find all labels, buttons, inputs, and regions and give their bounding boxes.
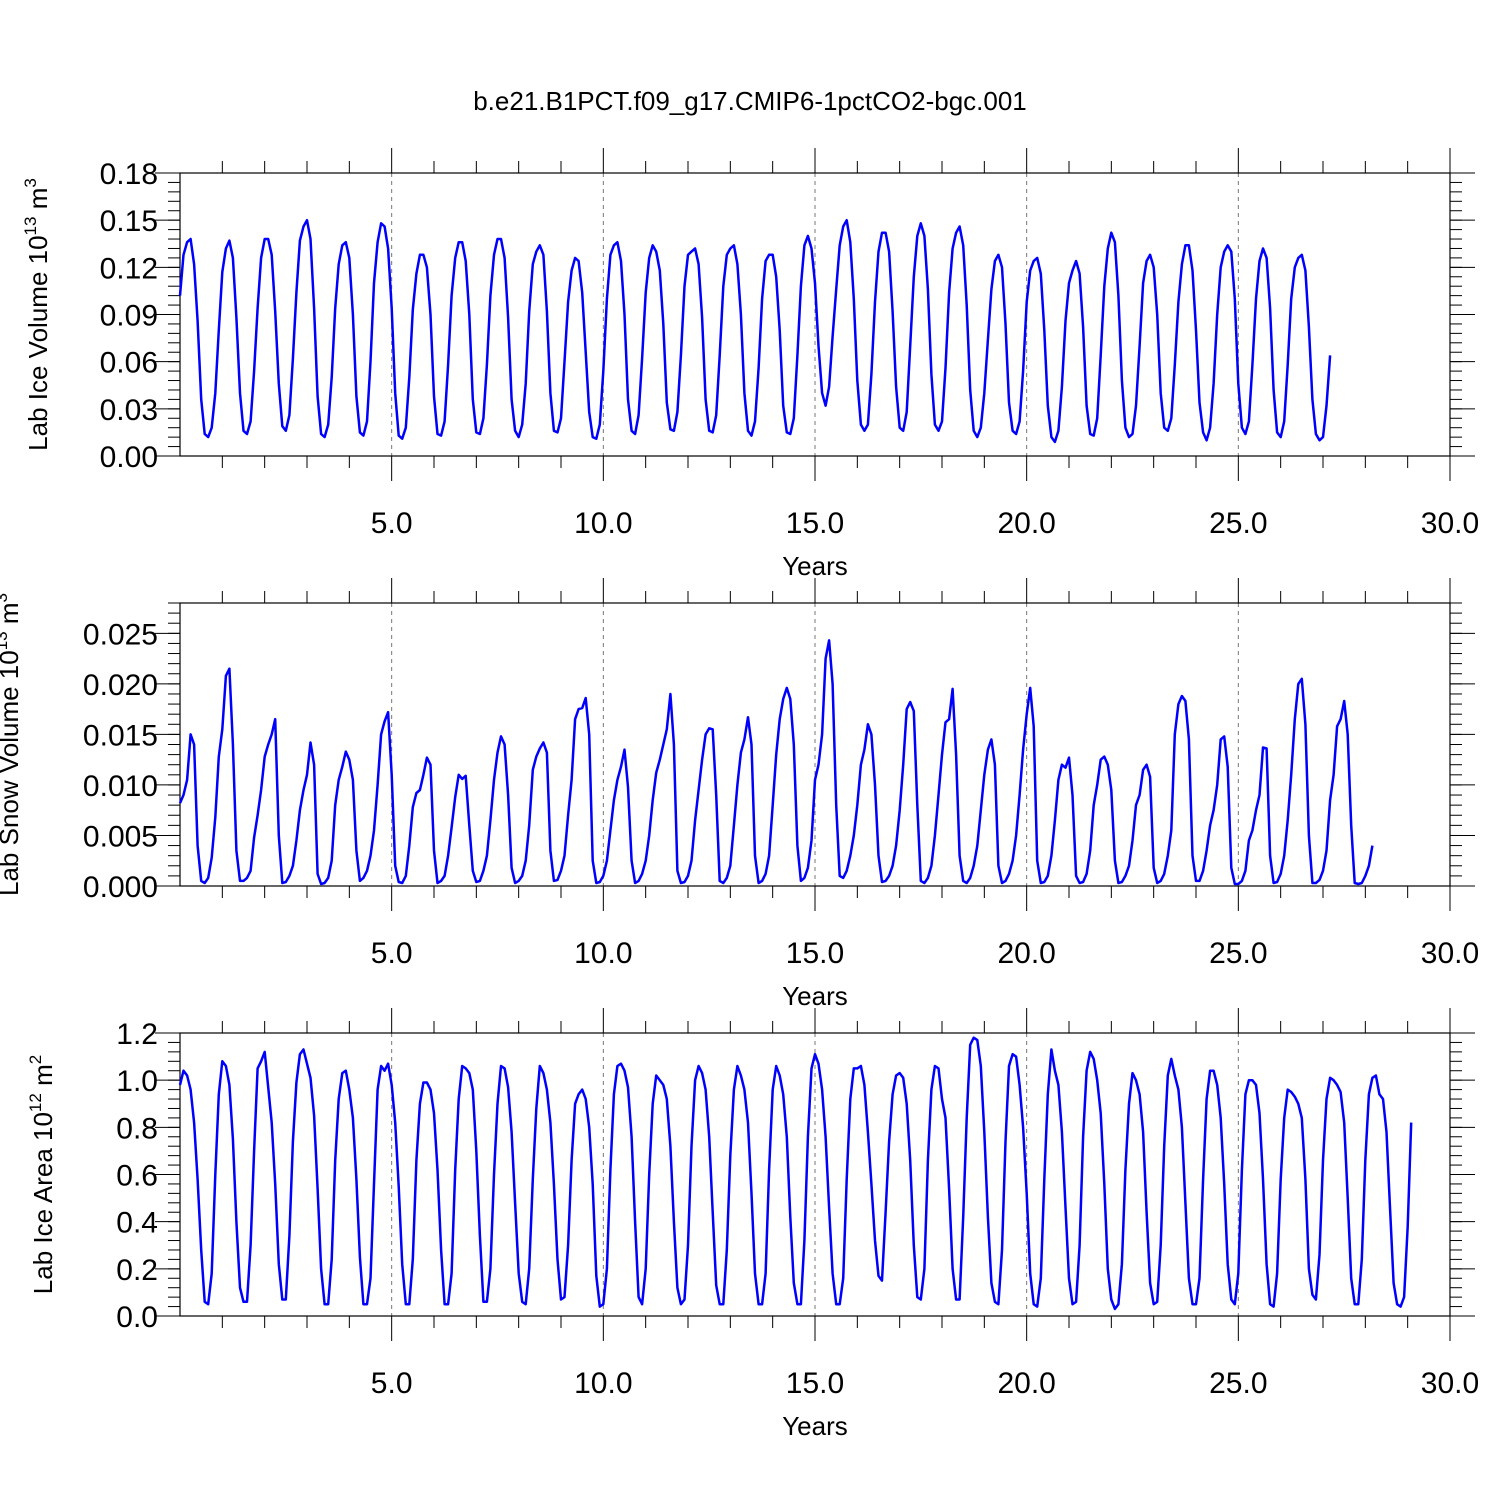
y-tick-label: 0.025 [83, 618, 158, 651]
y-tick-label: 0.12 [100, 252, 158, 285]
y-tick-label: 0.18 [100, 158, 158, 191]
y-tick-label: 0.2 [116, 1254, 158, 1287]
x-tick-label: 10.0 [574, 507, 632, 540]
y-tick-label: 0.0 [116, 1301, 158, 1334]
y-tick-label: 0.8 [116, 1112, 158, 1145]
x-tick-label: 15.0 [786, 1367, 844, 1400]
y-axis-label: Lab Snow Volume 1013 m3 [0, 593, 24, 896]
y-tick-label: 0.020 [83, 669, 158, 702]
x-tick-label: 5.0 [371, 1367, 413, 1400]
y-axis-label: Lab Ice Area 1012 m2 [26, 1055, 58, 1294]
x-tick-label: 25.0 [1209, 937, 1267, 970]
y-tick-label: 0.005 [83, 820, 158, 853]
y-axis-label: Lab Ice Volume 1013 m3 [21, 178, 53, 451]
x-tick-label: 5.0 [371, 507, 413, 540]
x-tick-label: 10.0 [574, 1367, 632, 1400]
x-tick-label: 25.0 [1209, 1367, 1267, 1400]
x-tick-label: 25.0 [1209, 507, 1267, 540]
figure-title: b.e21.B1PCT.f09_g17.CMIP6-1pctCO2-bgc.00… [473, 86, 1027, 116]
y-tick-label: 0.4 [116, 1207, 158, 1240]
panel-1: 5.0 10.0 15.0 20.0 25.0 30.0 Years 0.00 0.03 0.06… [21, 148, 1479, 581]
x-axis-label: Years [782, 981, 848, 1011]
y-tick-label: 0.03 [100, 394, 158, 427]
x-tick-label: 20.0 [997, 1367, 1055, 1400]
series-line [178, 218, 1332, 444]
x-axis-label: Years [782, 1411, 848, 1441]
y-tick-label: 0.010 [83, 770, 158, 803]
y-tick-label: 1.0 [116, 1065, 158, 1098]
x-tick-label: 20.0 [997, 507, 1055, 540]
y-tick-label: 0.6 [116, 1160, 158, 1193]
y-tick-label: 1.2 [116, 1018, 158, 1051]
y-tick-label: 0.15 [100, 205, 158, 238]
series-line [178, 639, 1374, 886]
x-tick-label: 20.0 [997, 937, 1055, 970]
x-axis-label: Years [782, 551, 848, 581]
x-tick-label: 30.0 [1421, 507, 1479, 540]
y-tick-label: 0.015 [83, 719, 158, 752]
x-tick-label: 30.0 [1421, 1367, 1479, 1400]
panel-3: 5.0 10.0 15.0 20.0 25.0 30.0 Years 0.0 0.2 0.4 0.6… [26, 1008, 1479, 1441]
x-tick-label: 5.0 [371, 937, 413, 970]
x-tick-label: 30.0 [1421, 937, 1479, 970]
y-tick-label: 0.00 [100, 441, 158, 474]
x-tick-label: 15.0 [786, 507, 844, 540]
y-tick-label: 0.06 [100, 347, 158, 380]
x-tick-label: 10.0 [574, 937, 632, 970]
series-line [178, 1036, 1413, 1311]
y-tick-label: 0.000 [83, 871, 158, 904]
y-tick-label: 0.09 [100, 300, 158, 333]
panel-2: 5.0 10.0 15.0 20.0 25.0 30.0 Years 0.000 0.005 0.… [0, 578, 1479, 1011]
x-tick-label: 15.0 [786, 937, 844, 970]
